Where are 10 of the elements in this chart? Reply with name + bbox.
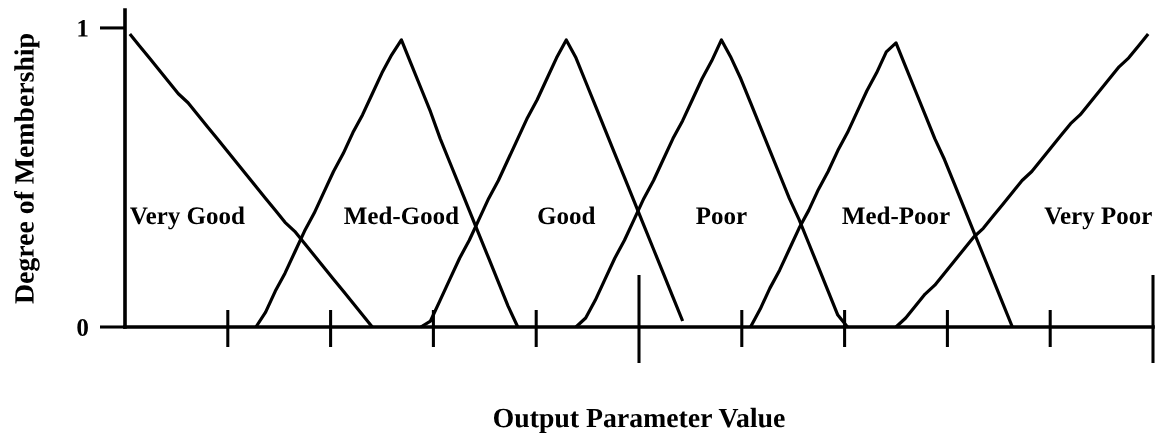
y-axis-title: Degree of Membership: [13, 34, 40, 304]
series-label: Very Poor: [1044, 207, 1152, 230]
x-axis-title: Output Parameter Value: [494, 407, 785, 434]
series-label: Very Good: [130, 206, 245, 230]
series-label: Med-Poor: [842, 206, 950, 225]
series-label: Good: [538, 206, 596, 225]
series-label: Med-Good: [344, 206, 459, 225]
y-tick-label: 1: [78, 20, 88, 37]
y-tick-label: 0: [77, 319, 88, 336]
series-label: Poor: [696, 207, 747, 225]
